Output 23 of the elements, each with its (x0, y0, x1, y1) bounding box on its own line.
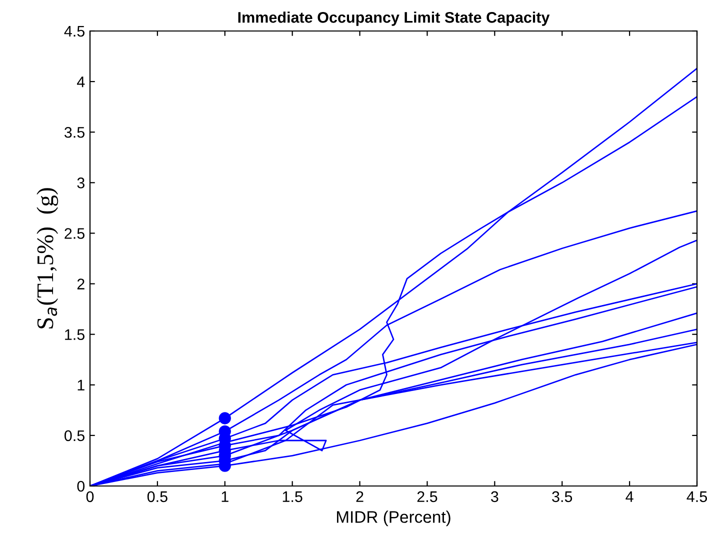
y-tick-label: 0.5 (64, 430, 84, 442)
y-tick-label: 3.5 (64, 126, 84, 138)
x-axis-title: MIDR (Percent) (336, 510, 450, 526)
x-tick-label: 1 (222, 491, 228, 502)
x-tick-label: 4.5 (686, 491, 707, 502)
x-tick-label: 2 (356, 491, 364, 502)
y-tick-label: 2 (77, 278, 84, 290)
x-tick-label: 1.5 (282, 491, 302, 502)
x-tick-label: 3 (491, 491, 498, 502)
y-tick-label: 0 (77, 480, 85, 492)
x-tick-label: 2.5 (417, 491, 438, 502)
y-tick-label: 3 (77, 178, 84, 188)
y-tick-label: 1 (78, 380, 84, 390)
x-tick-label: 0 (86, 491, 94, 502)
x-tick-label: 0.5 (147, 491, 168, 502)
x-tick-label: 3.5 (552, 491, 572, 502)
x-tick-label: 4 (626, 491, 634, 502)
y-axis-title: S$_{a}$(T1,5%) (g) (36, 188, 58, 328)
y-tick-label: 1.5 (65, 329, 84, 340)
y-tick-label: 4.5 (64, 26, 84, 37)
y-tick-label: 2.5 (64, 228, 84, 239)
chart-title: Immediate Occupancy Limit State Capacity (238, 12, 550, 26)
y-tick-label: 4 (76, 76, 85, 88)
